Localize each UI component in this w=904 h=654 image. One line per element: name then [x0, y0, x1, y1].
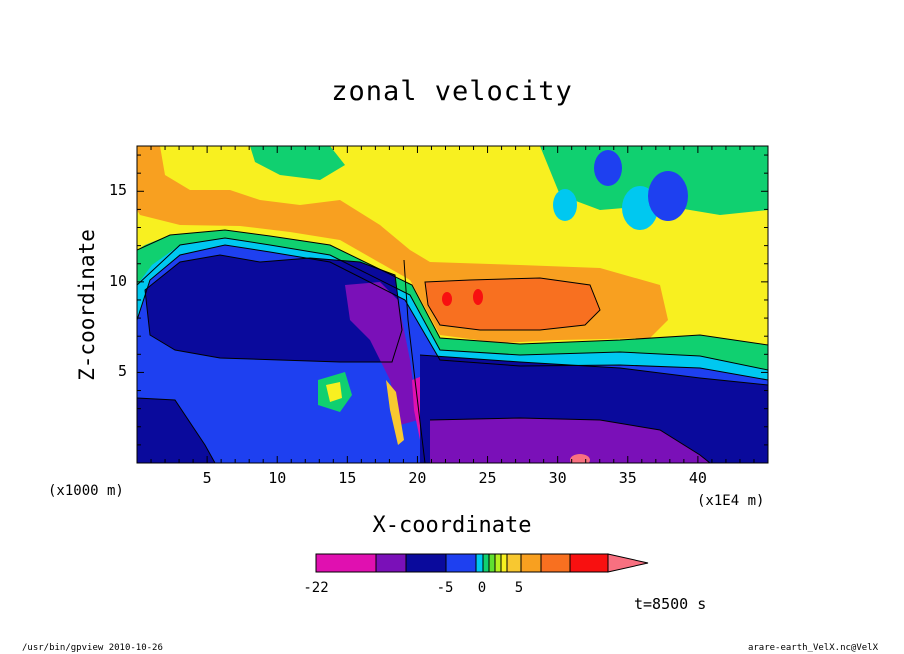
x-unit-label: (x1E4 m)	[697, 493, 765, 509]
y-tick-label: 15	[108, 181, 127, 200]
plot-frame	[136, 145, 769, 464]
y-tick-label: 10	[108, 271, 127, 290]
low-level-yellow-cell	[326, 382, 342, 402]
surface-red-spot	[570, 454, 590, 463]
x-tick-label: 5	[202, 469, 212, 487]
time-annotation: t=8500 s	[634, 595, 707, 613]
cyan-cell-3	[594, 150, 622, 186]
colorbar-box	[488, 553, 496, 573]
x-tick-label: 35	[618, 469, 637, 487]
x-tick-label: 25	[478, 469, 497, 487]
colorbar-box	[405, 553, 447, 573]
jet-core-orange	[425, 278, 600, 330]
colorbar-box	[540, 553, 571, 573]
y-axis-label: Z-coordinate	[75, 229, 99, 381]
colorbar-label: 0	[477, 580, 487, 596]
colorbar	[315, 553, 649, 573]
cyan-cell-2	[648, 171, 688, 221]
x-axis-ticks	[150, 146, 755, 463]
x-tick-label: 30	[548, 469, 567, 487]
upstream-dark-blue	[145, 255, 402, 362]
downstream-purple	[430, 418, 710, 463]
colorbar-box	[482, 553, 490, 573]
mountain-steep-band	[386, 380, 404, 445]
program-footer: /usr/bin/gpview 2010-10-26	[22, 643, 163, 653]
cyan-cell-4	[553, 189, 577, 221]
colorbar-extend-arrow	[607, 553, 649, 573]
colorbar-box	[375, 553, 407, 573]
jet-red-spot-1	[442, 292, 452, 306]
colorbar-box	[569, 553, 609, 573]
colorbar-label: -5	[436, 580, 454, 596]
x-tick-label: 15	[338, 469, 357, 487]
source-footer: arare-earth_VelX.nc@VelX	[747, 643, 878, 653]
colorbar-box	[445, 553, 477, 573]
colorbar-box	[520, 553, 542, 573]
y-tick-label: 5	[117, 362, 127, 381]
colorbar-box	[315, 553, 377, 573]
chart-title: zonal velocity	[331, 76, 573, 107]
jet-red-spot-2	[473, 289, 483, 305]
z-unit-label: (x1000 m)	[48, 483, 124, 499]
contour-field	[137, 146, 768, 463]
upstream-purple	[345, 282, 418, 425]
contour-lines	[137, 229, 768, 463]
x-tick-label: 40	[688, 469, 707, 487]
colorbar-box	[506, 553, 522, 573]
y-axis-ticks	[137, 154, 768, 446]
colorbar-box	[494, 553, 502, 573]
colorbar-label: -22	[303, 580, 329, 596]
low-level-dark-blue	[137, 398, 215, 463]
x-axis-label: X-coordinate	[372, 513, 532, 538]
x-tick-label: 10	[268, 469, 287, 487]
colorbar-box	[500, 553, 508, 573]
colorbar-box	[475, 553, 484, 573]
x-tick-label: 20	[408, 469, 427, 487]
colorbar-label: 5	[514, 580, 524, 596]
